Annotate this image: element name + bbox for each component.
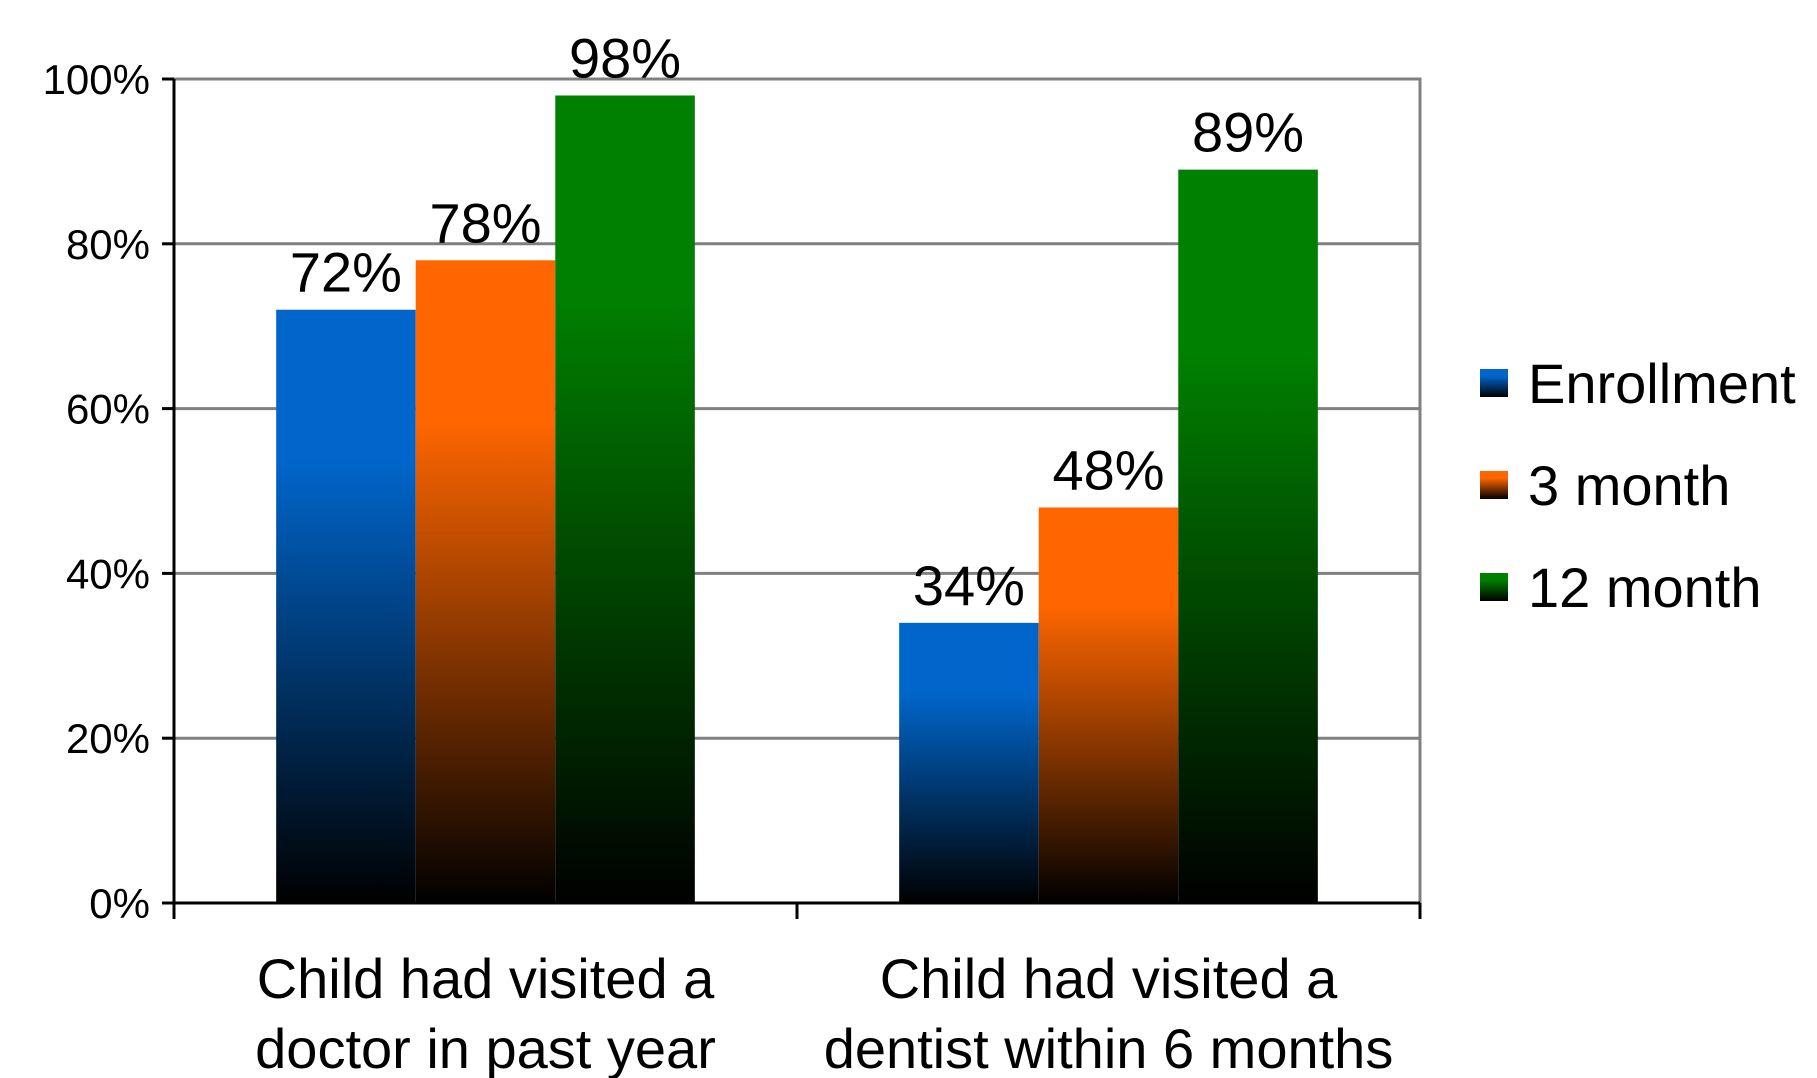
y-tick-labels: 0% 20% 40% 60% 80% 100% — [43, 56, 150, 927]
legend-swatch-12-month — [1480, 573, 1508, 601]
legend-label-enrollment: Enrollment — [1528, 352, 1796, 415]
bar-12-month-2 — [1178, 169, 1318, 903]
bar-enrollment-2 — [899, 622, 1039, 903]
y-tick-label: 60% — [66, 386, 150, 433]
legend-label-12-month: 12 month — [1528, 556, 1762, 619]
data-label-3-month-2: 48% — [1052, 438, 1164, 501]
category-label: dentist within 6 months — [824, 1017, 1394, 1078]
category-label: doctor in past year — [255, 1017, 716, 1078]
category-labels: Child had visited a doctor in past year Ch… — [255, 947, 1393, 1078]
y-tick-label: 40% — [66, 550, 150, 597]
legend-label-3-month: 3 month — [1528, 454, 1730, 517]
y-tick-label: 100% — [43, 56, 150, 103]
category-label: Child had visited a — [257, 947, 715, 1010]
y-tick-label: 0% — [89, 880, 150, 927]
data-label-enrollment-2: 34% — [913, 554, 1025, 617]
legend: Enrollment 3 month 12 month — [1480, 352, 1796, 619]
data-labels: 72% 34% 78% 48% 98% 89% — [290, 26, 1304, 616]
data-label-12-month-2: 89% — [1192, 101, 1304, 164]
bar-3-month-1 — [415, 260, 556, 903]
y-tick-label: 20% — [66, 715, 150, 762]
category-label: Child had visited a — [880, 947, 1338, 1010]
data-label-12-month-1: 98% — [569, 26, 681, 89]
bar-enrollment-1 — [276, 309, 416, 904]
legend-swatch-3-month — [1480, 471, 1508, 499]
legend-swatch-enrollment — [1480, 369, 1508, 397]
data-label-3-month-1: 78% — [429, 191, 541, 254]
bar-3-month-2 — [1038, 507, 1179, 903]
data-label-enrollment-1: 72% — [290, 241, 402, 304]
y-tick-label: 80% — [66, 221, 150, 268]
axes — [172, 79, 1422, 919]
bar-12-month-1 — [555, 95, 695, 904]
bars — [276, 95, 1318, 904]
